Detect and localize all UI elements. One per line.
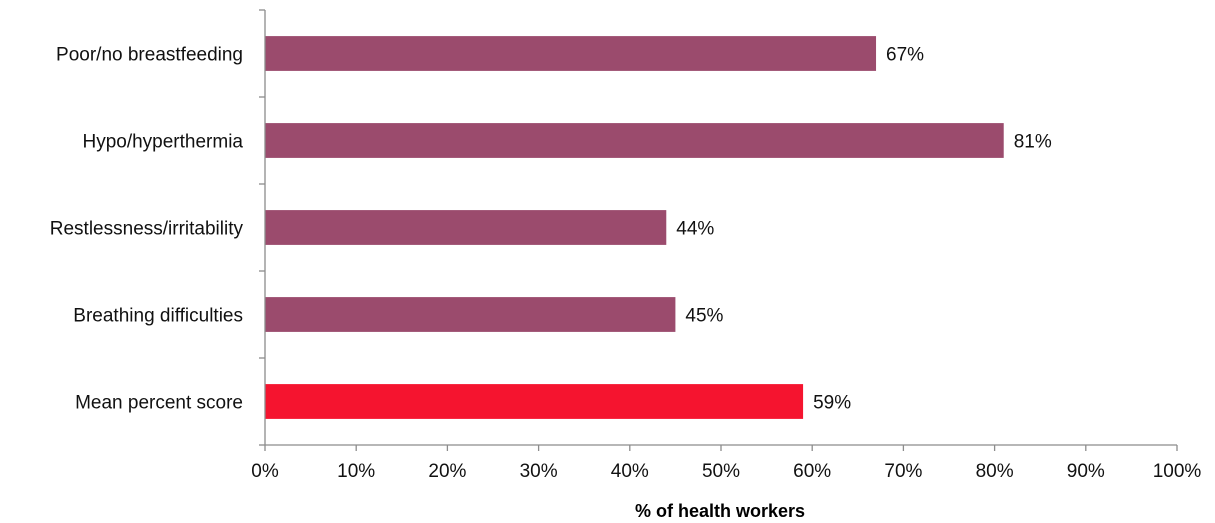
data-label-4: 45% — [685, 306, 723, 327]
category-label-3: Restlessness/irritability — [50, 219, 244, 240]
x-tick-label-7: 70% — [884, 461, 922, 482]
category-label-5: Mean percent score — [75, 393, 243, 414]
bar-4 — [265, 297, 676, 332]
x-tick-label-4: 40% — [611, 461, 649, 482]
category-label-4: Breathing difficulties — [73, 306, 243, 327]
x-tick-label-5: 50% — [702, 461, 740, 482]
x-tick-label-3: 30% — [520, 461, 558, 482]
data-label-5: 59% — [813, 393, 851, 414]
bar-1 — [265, 36, 877, 71]
category-label-2: Hypo/hyperthermia — [82, 132, 243, 153]
x-tick-label-10: 100% — [1153, 461, 1202, 482]
data-label-2: 81% — [1014, 132, 1052, 153]
x-tick-label-2: 20% — [428, 461, 466, 482]
x-tick-label-6: 60% — [793, 461, 831, 482]
x-axis-title: % of health workers — [635, 501, 805, 521]
x-tick-label-1: 10% — [337, 461, 375, 482]
category-label-1: Poor/no breastfeeding — [56, 45, 243, 66]
x-tick-label-9: 90% — [1067, 461, 1105, 482]
x-tick-label-8: 80% — [976, 461, 1014, 482]
data-label-1: 67% — [886, 45, 924, 66]
bar-2 — [265, 123, 1004, 158]
bar-3 — [265, 210, 667, 245]
bar-5 — [265, 384, 804, 419]
data-label-3: 44% — [676, 219, 714, 240]
x-tick-label-0: 0% — [251, 461, 279, 482]
